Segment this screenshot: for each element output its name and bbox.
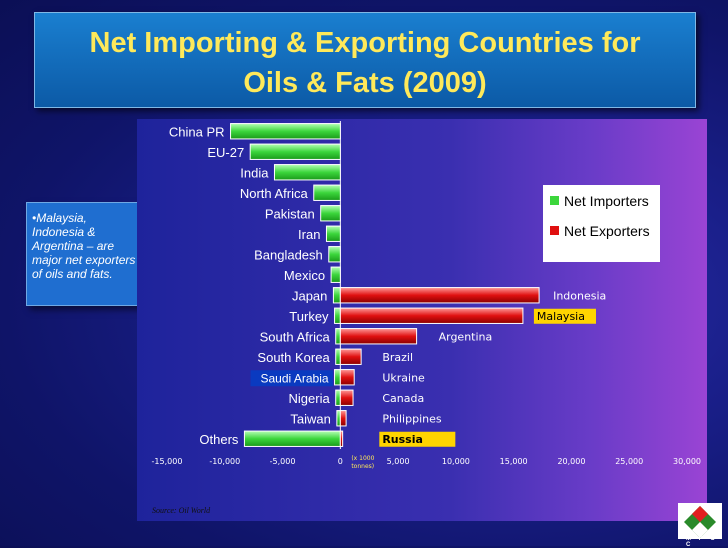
importer-label: Pakistan <box>265 206 315 221</box>
exporter-label: Brazil <box>382 351 413 364</box>
importer-label: Saudi Arabia <box>260 371 328 385</box>
importer-bar <box>313 184 341 201</box>
importer-bar <box>243 430 341 447</box>
x-tick-label: -5,000 <box>270 457 296 466</box>
exporter-label: Canada <box>382 392 424 405</box>
x-tick-label: 5,000 <box>387 457 410 466</box>
importer-bar <box>332 287 341 304</box>
importer-bar <box>273 164 341 181</box>
chart-svg: China PR EU-27 India North Africa Pakistan Ir… <box>152 121 701 470</box>
unit-label: tonnes) <box>351 463 374 470</box>
exporter-label: Malaysia <box>537 310 585 323</box>
importer-bar <box>330 266 341 283</box>
importer-bar <box>249 143 341 160</box>
importer-bar <box>328 246 341 263</box>
x-tick-label: 25,000 <box>615 457 643 466</box>
exporter-bar <box>339 410 347 427</box>
mpoc-logo-icon <box>678 503 722 539</box>
importer-label: Mexico <box>284 268 325 283</box>
x-tick-label: -10,000 <box>209 457 240 466</box>
title-banner: Net Importing & Exporting Countries for … <box>34 12 696 108</box>
x-tick-label: 0 <box>338 457 343 466</box>
logo-text: M P O C <box>686 536 718 548</box>
importer-bar <box>334 307 341 324</box>
exporter-label-box <box>533 308 596 324</box>
importer-label: Japan <box>292 288 327 303</box>
exporter-label: Russia <box>382 433 423 446</box>
unit-label: (x 1000 <box>351 455 374 462</box>
source-note: Source: Oil World <box>152 506 211 515</box>
legend-label-exporters: Net Exporters <box>564 223 650 239</box>
importer-bar <box>335 348 341 365</box>
importer-label: Others <box>199 432 239 447</box>
chart-legend: Net Importers Net Exporters <box>543 185 660 262</box>
x-tick-label: 10,000 <box>442 457 470 466</box>
exporter-label: Philippines <box>382 412 442 425</box>
importer-label: South Korea <box>257 350 330 365</box>
legend-label-importers: Net Importers <box>564 193 649 209</box>
importer-label: EU-27 <box>207 145 244 160</box>
exporter-label: Argentina <box>439 330 493 343</box>
importer-bar <box>335 389 341 406</box>
importer-label: India <box>240 165 269 180</box>
chart-panel: China PR EU-27 India North Africa Pakistan Ir… <box>137 119 707 521</box>
page-title: Net Importing & Exporting Countries for … <box>89 27 641 99</box>
x-tick-label: 15,000 <box>500 457 528 466</box>
importer-bar <box>230 123 341 140</box>
importer-bar <box>335 328 341 345</box>
legend-swatch-importers <box>550 196 559 205</box>
importer-label: China PR <box>169 124 225 139</box>
exporter-label: Ukraine <box>382 371 425 384</box>
importer-label: North Africa <box>240 186 309 201</box>
importer-label: Iran <box>298 227 320 242</box>
exporter-label: Indonesia <box>553 289 606 302</box>
importer-bar <box>336 410 341 427</box>
importer-label: Taiwan <box>290 411 330 426</box>
importer-label-box <box>250 370 333 387</box>
exporter-label-box <box>379 431 456 447</box>
exporter-bar <box>339 369 355 386</box>
legend-swatch-exporters <box>550 226 559 235</box>
importer-bar <box>320 205 341 222</box>
note-text: •Malaysia, Indonesia & Argentina – are m… <box>32 211 136 281</box>
exporter-bar <box>339 307 524 324</box>
exporter-bar <box>339 328 418 345</box>
importer-label: South Africa <box>260 329 331 344</box>
x-tick-label: 30,000 <box>673 457 701 466</box>
importer-bar <box>325 225 341 242</box>
x-tick-label: -15,000 <box>152 457 183 466</box>
exporter-bar <box>339 389 354 406</box>
exporter-bar <box>339 348 362 365</box>
exporter-bar <box>339 430 344 447</box>
x-tick-label: 20,000 <box>557 457 585 466</box>
exporter-bar <box>339 287 540 304</box>
importer-label: Bangladesh <box>254 247 323 262</box>
importer-label: Turkey <box>289 309 329 324</box>
importer-bar <box>334 369 341 386</box>
note-box: •Malaysia, Indonesia & Argentina – are m… <box>26 202 139 306</box>
importer-label: Nigeria <box>289 391 331 406</box>
